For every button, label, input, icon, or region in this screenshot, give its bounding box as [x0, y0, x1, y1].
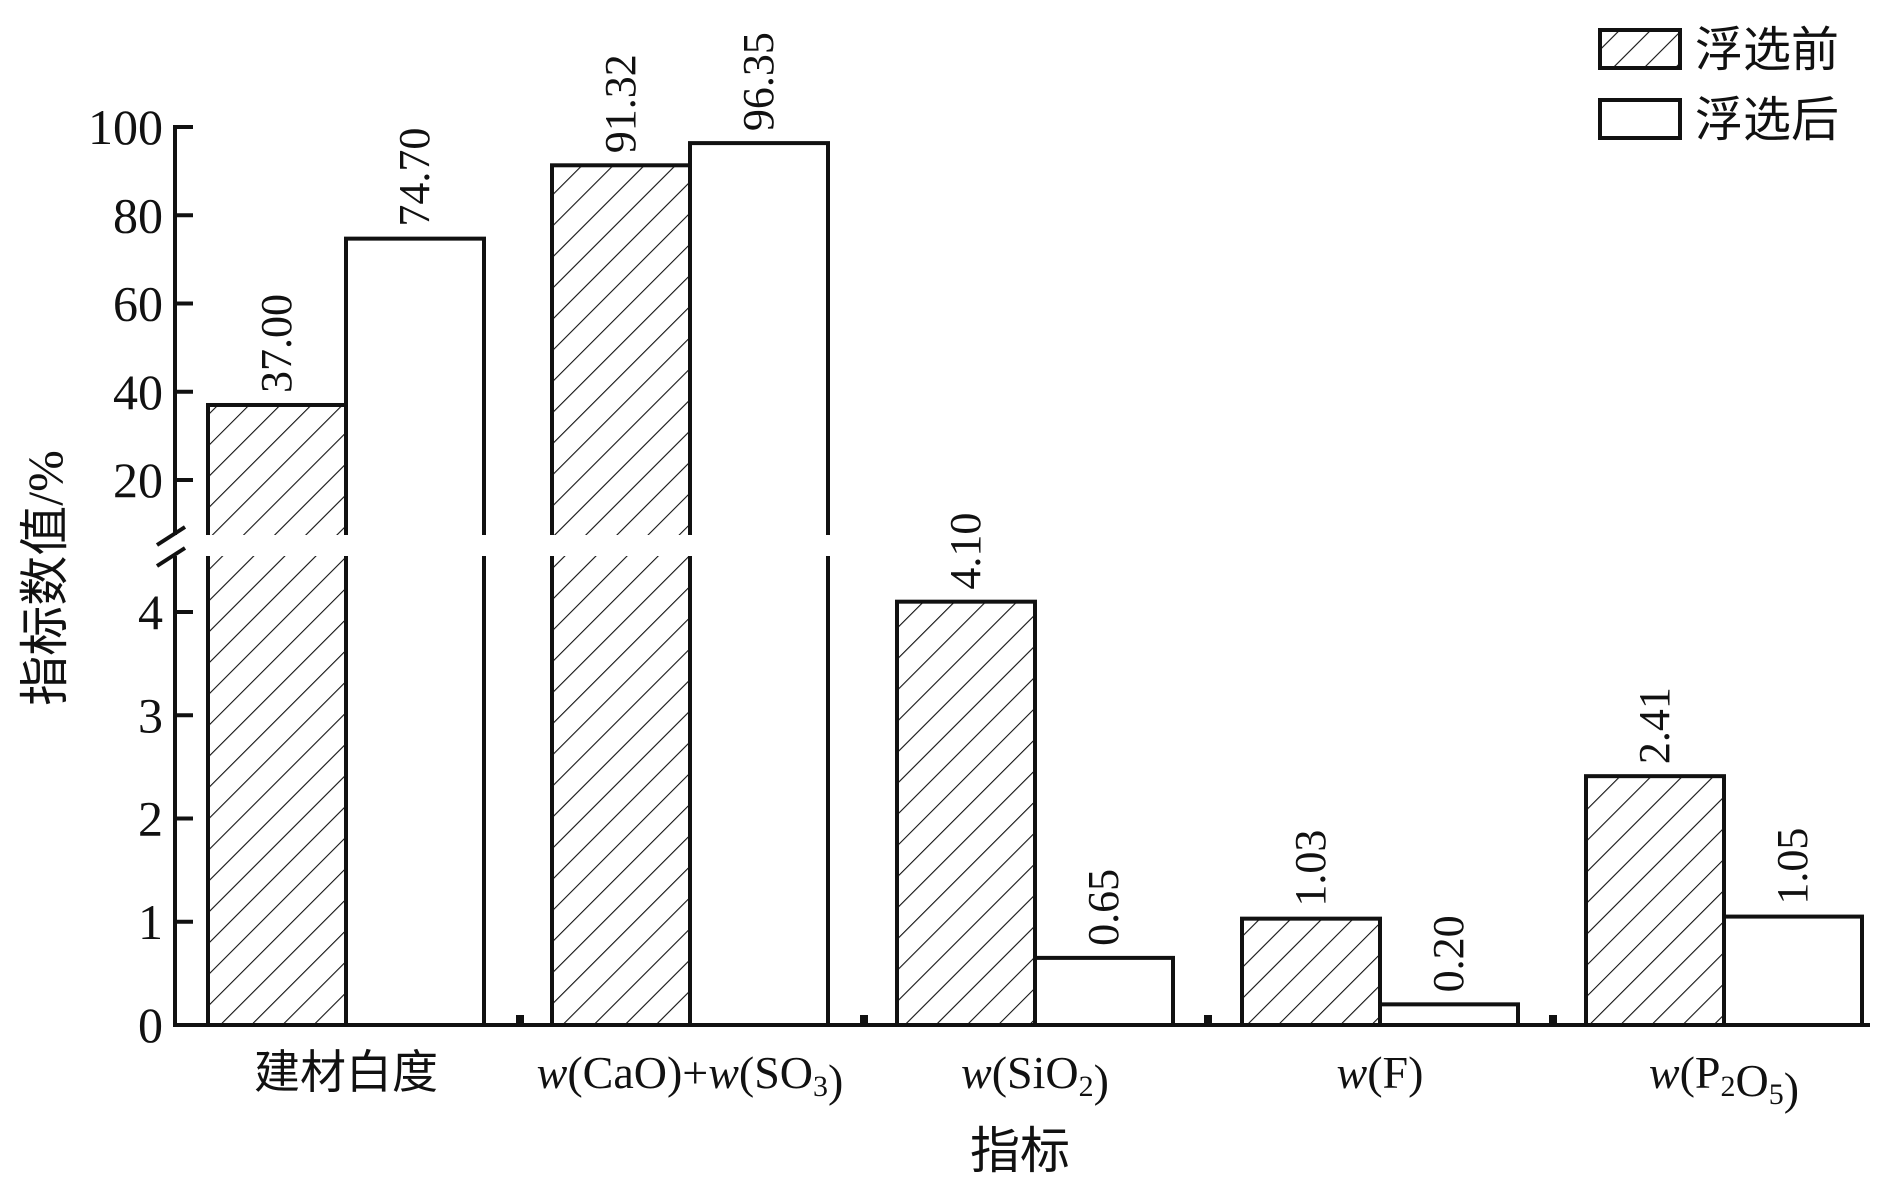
x-category-label: 建材白度	[254, 1047, 438, 1098]
y-tick-label: 1	[138, 894, 163, 950]
bar-after-2	[1033, 955, 1175, 1028]
y-tick-label: 100	[88, 99, 163, 155]
y-tick-label: 4	[138, 584, 163, 640]
axis-break-gap	[150, 535, 870, 556]
bar-before-3	[1240, 916, 1382, 1028]
bar-value-label: 1.03	[1286, 830, 1335, 907]
axis-break-mark	[155, 546, 187, 568]
legend-swatch-after	[1598, 98, 1682, 140]
bar-before-2	[895, 599, 1037, 1027]
bar-before-0	[206, 402, 348, 1027]
legend-label-before: 浮选前	[1695, 24, 1839, 77]
x-axis-separator	[860, 1015, 868, 1025]
legend-swatch-before	[1598, 28, 1682, 70]
x-category-label: w(F)	[1337, 1047, 1424, 1098]
bar-after-0	[344, 236, 486, 1028]
bar-value-label: 74.70	[390, 128, 439, 227]
bar-value-label: 0.20	[1424, 915, 1473, 992]
x-category-label: w(P2O5)	[1649, 1047, 1799, 1114]
y-tick-label: 20	[113, 452, 163, 508]
x-category-label: w(SiO2)	[961, 1047, 1109, 1106]
x-category-label: w(CaO)+w(SO3)	[537, 1047, 844, 1106]
y-tick-label: 3	[138, 687, 163, 743]
bar-before-1	[550, 163, 692, 1028]
bar-value-label: 4.10	[941, 513, 990, 590]
axis-break-mark	[155, 525, 187, 547]
y-tick-label: 0	[138, 997, 163, 1053]
axes: 0 1 2 3 4 20 40 60 80 100 建材白度 w(CaO)+w(SO3) w(SiO2)…	[17, 99, 1870, 1179]
y-tick-label: 60	[113, 276, 163, 332]
bar-value-label: 37.00	[252, 294, 301, 393]
bar-after-3	[1378, 1002, 1520, 1027]
y-axis-title: 指标数值/%	[17, 450, 73, 706]
legend-label-after: 浮选后	[1695, 94, 1839, 147]
bar-value-label: 96.35	[734, 32, 783, 131]
x-axis-separator	[1204, 1015, 1212, 1025]
bar-before-4	[1584, 774, 1726, 1027]
x-axis-title: 指标	[970, 1123, 1070, 1179]
bar-value-label: 2.41	[1630, 687, 1679, 764]
bar-after-1	[688, 141, 830, 1027]
y-tick-label: 40	[113, 364, 163, 420]
y-tick-label: 2	[138, 791, 163, 847]
y-tick-label: 80	[113, 187, 163, 243]
bar-value-label: 1.05	[1768, 828, 1817, 905]
bar-value-label: 0.65	[1079, 869, 1128, 946]
bar-after-4	[1722, 914, 1864, 1028]
x-axis-separator	[516, 1015, 524, 1025]
x-axis-separator	[1549, 1015, 1557, 1025]
labels: 37.00 91.32 4.10 1.03 2.41 74.70 96.35 0.65 0.20…	[252, 32, 1817, 992]
bar-value-label: 91.32	[596, 54, 645, 153]
bars	[206, 141, 1864, 1028]
